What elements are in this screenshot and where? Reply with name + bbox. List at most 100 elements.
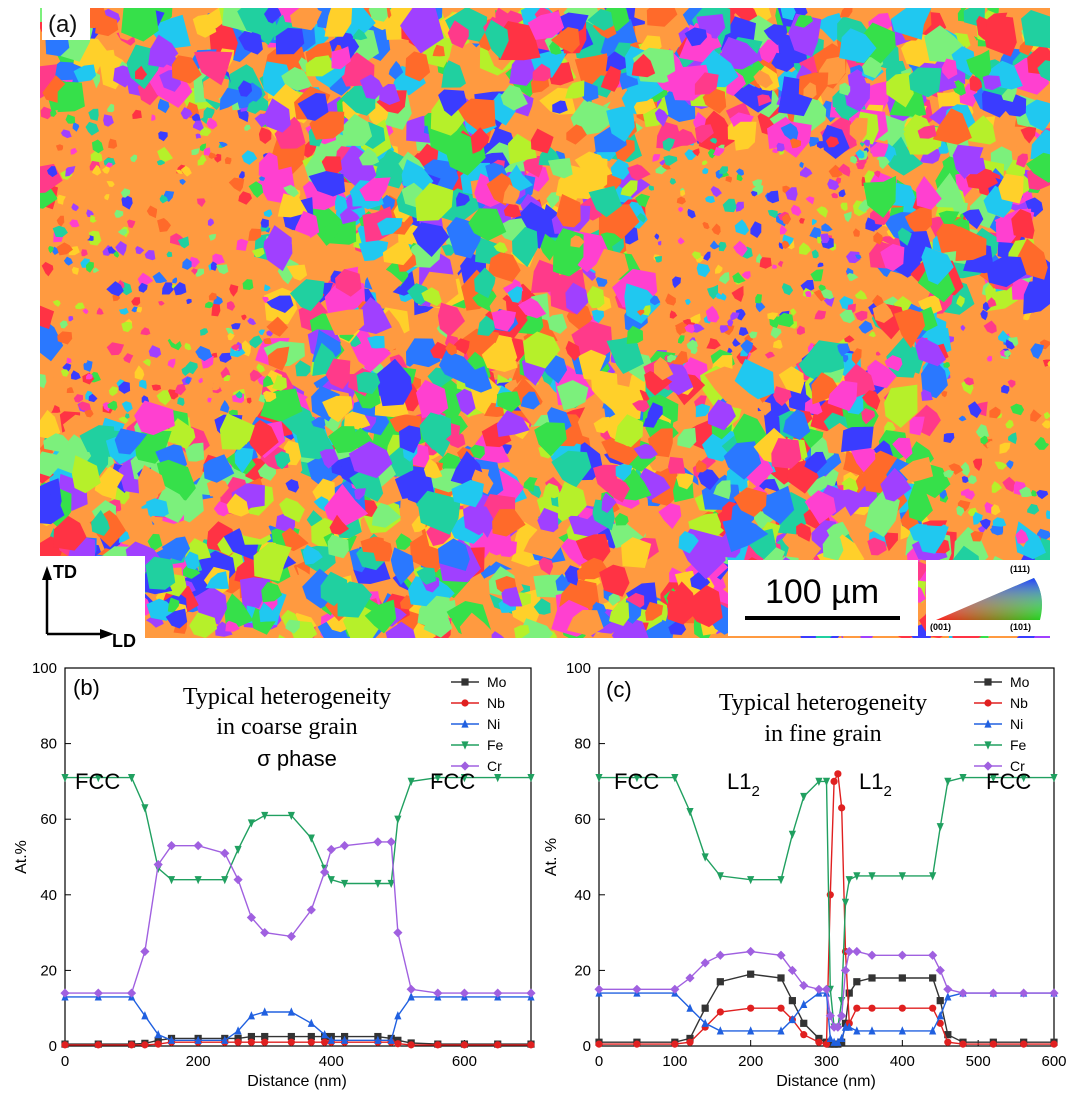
grain — [224, 156, 232, 165]
grain — [932, 108, 972, 145]
series-marker — [460, 1041, 469, 1049]
grain — [841, 426, 874, 453]
grain — [624, 283, 661, 324]
grain — [523, 477, 538, 492]
series-marker — [777, 974, 785, 982]
grain — [885, 271, 904, 295]
grain — [90, 150, 103, 163]
grain — [142, 358, 151, 367]
series-marker — [929, 872, 937, 881]
grain — [732, 272, 746, 284]
series-marker — [321, 1030, 329, 1039]
grain — [191, 148, 200, 155]
grain — [790, 204, 802, 217]
grain — [263, 338, 272, 345]
series-marker — [341, 879, 349, 889]
series-marker — [800, 999, 808, 1009]
series-marker — [777, 876, 785, 885]
grain — [507, 286, 523, 303]
series-marker — [154, 1036, 162, 1044]
grain — [180, 165, 192, 177]
grain — [667, 581, 698, 625]
grain — [496, 410, 530, 437]
grain — [194, 51, 233, 86]
grain — [186, 298, 192, 304]
grain — [226, 493, 249, 517]
series-marker — [374, 879, 382, 889]
grain — [195, 133, 202, 139]
series-marker — [434, 774, 442, 783]
series-marker — [815, 1034, 823, 1043]
grain — [844, 335, 855, 343]
series-marker — [61, 1041, 69, 1049]
grain — [811, 372, 841, 405]
region-label-fcc-right: FCC — [986, 769, 1031, 794]
annotation-line-1: Typical heterogeneity — [719, 690, 927, 716]
grain — [375, 358, 413, 407]
grain — [146, 598, 176, 621]
series-marker — [868, 1026, 876, 1035]
grain — [900, 508, 920, 531]
grain — [719, 272, 730, 285]
series-marker — [1019, 988, 1029, 998]
grain — [40, 163, 63, 193]
series-line-nb — [599, 771, 1054, 1045]
grain — [854, 290, 868, 300]
series-marker — [234, 1034, 242, 1043]
grain — [405, 51, 431, 82]
series-marker — [93, 988, 103, 998]
grain — [828, 164, 843, 178]
grain — [91, 510, 110, 536]
grain — [86, 181, 94, 190]
grain — [654, 256, 662, 263]
grain — [225, 327, 234, 335]
grain — [571, 321, 613, 363]
grain — [57, 331, 73, 345]
grain — [702, 160, 708, 166]
grain — [158, 131, 168, 142]
grain — [366, 266, 403, 297]
grain — [131, 306, 139, 313]
grain — [868, 331, 876, 338]
grain — [602, 477, 630, 503]
legend-label: Fe — [487, 737, 504, 753]
grain — [93, 267, 100, 273]
grain — [285, 619, 300, 634]
grain — [176, 169, 183, 174]
grain — [686, 339, 698, 352]
series-marker — [853, 1026, 861, 1035]
grain — [319, 449, 339, 469]
grain — [748, 331, 758, 339]
panel-a-label-bg — [42, 8, 90, 40]
grain — [419, 412, 452, 450]
series-marker — [459, 988, 470, 998]
grain — [169, 332, 182, 345]
ipf-key-101: (101) — [1010, 622, 1031, 632]
series-marker — [821, 984, 832, 994]
grain — [302, 544, 323, 565]
grain — [158, 300, 165, 306]
series-marker — [747, 1004, 755, 1012]
grain — [258, 329, 266, 336]
grain — [348, 441, 393, 479]
grain — [206, 478, 229, 497]
grain — [880, 467, 912, 502]
grain — [1006, 460, 1014, 470]
y-tick-label: 0 — [49, 1038, 57, 1055]
grain — [672, 276, 681, 289]
x-tick-label: 400 — [890, 1053, 915, 1070]
series-marker — [716, 1008, 724, 1016]
grain — [263, 375, 274, 388]
grain — [690, 313, 701, 324]
grain — [755, 294, 762, 304]
grain — [839, 309, 856, 324]
plot-frame — [64, 667, 532, 1047]
grain — [875, 155, 890, 170]
grain — [264, 284, 271, 292]
grain — [936, 220, 971, 253]
series-marker — [944, 1031, 952, 1039]
grain — [146, 498, 169, 517]
grain — [825, 136, 840, 148]
grain — [131, 297, 141, 306]
grain — [943, 433, 955, 443]
